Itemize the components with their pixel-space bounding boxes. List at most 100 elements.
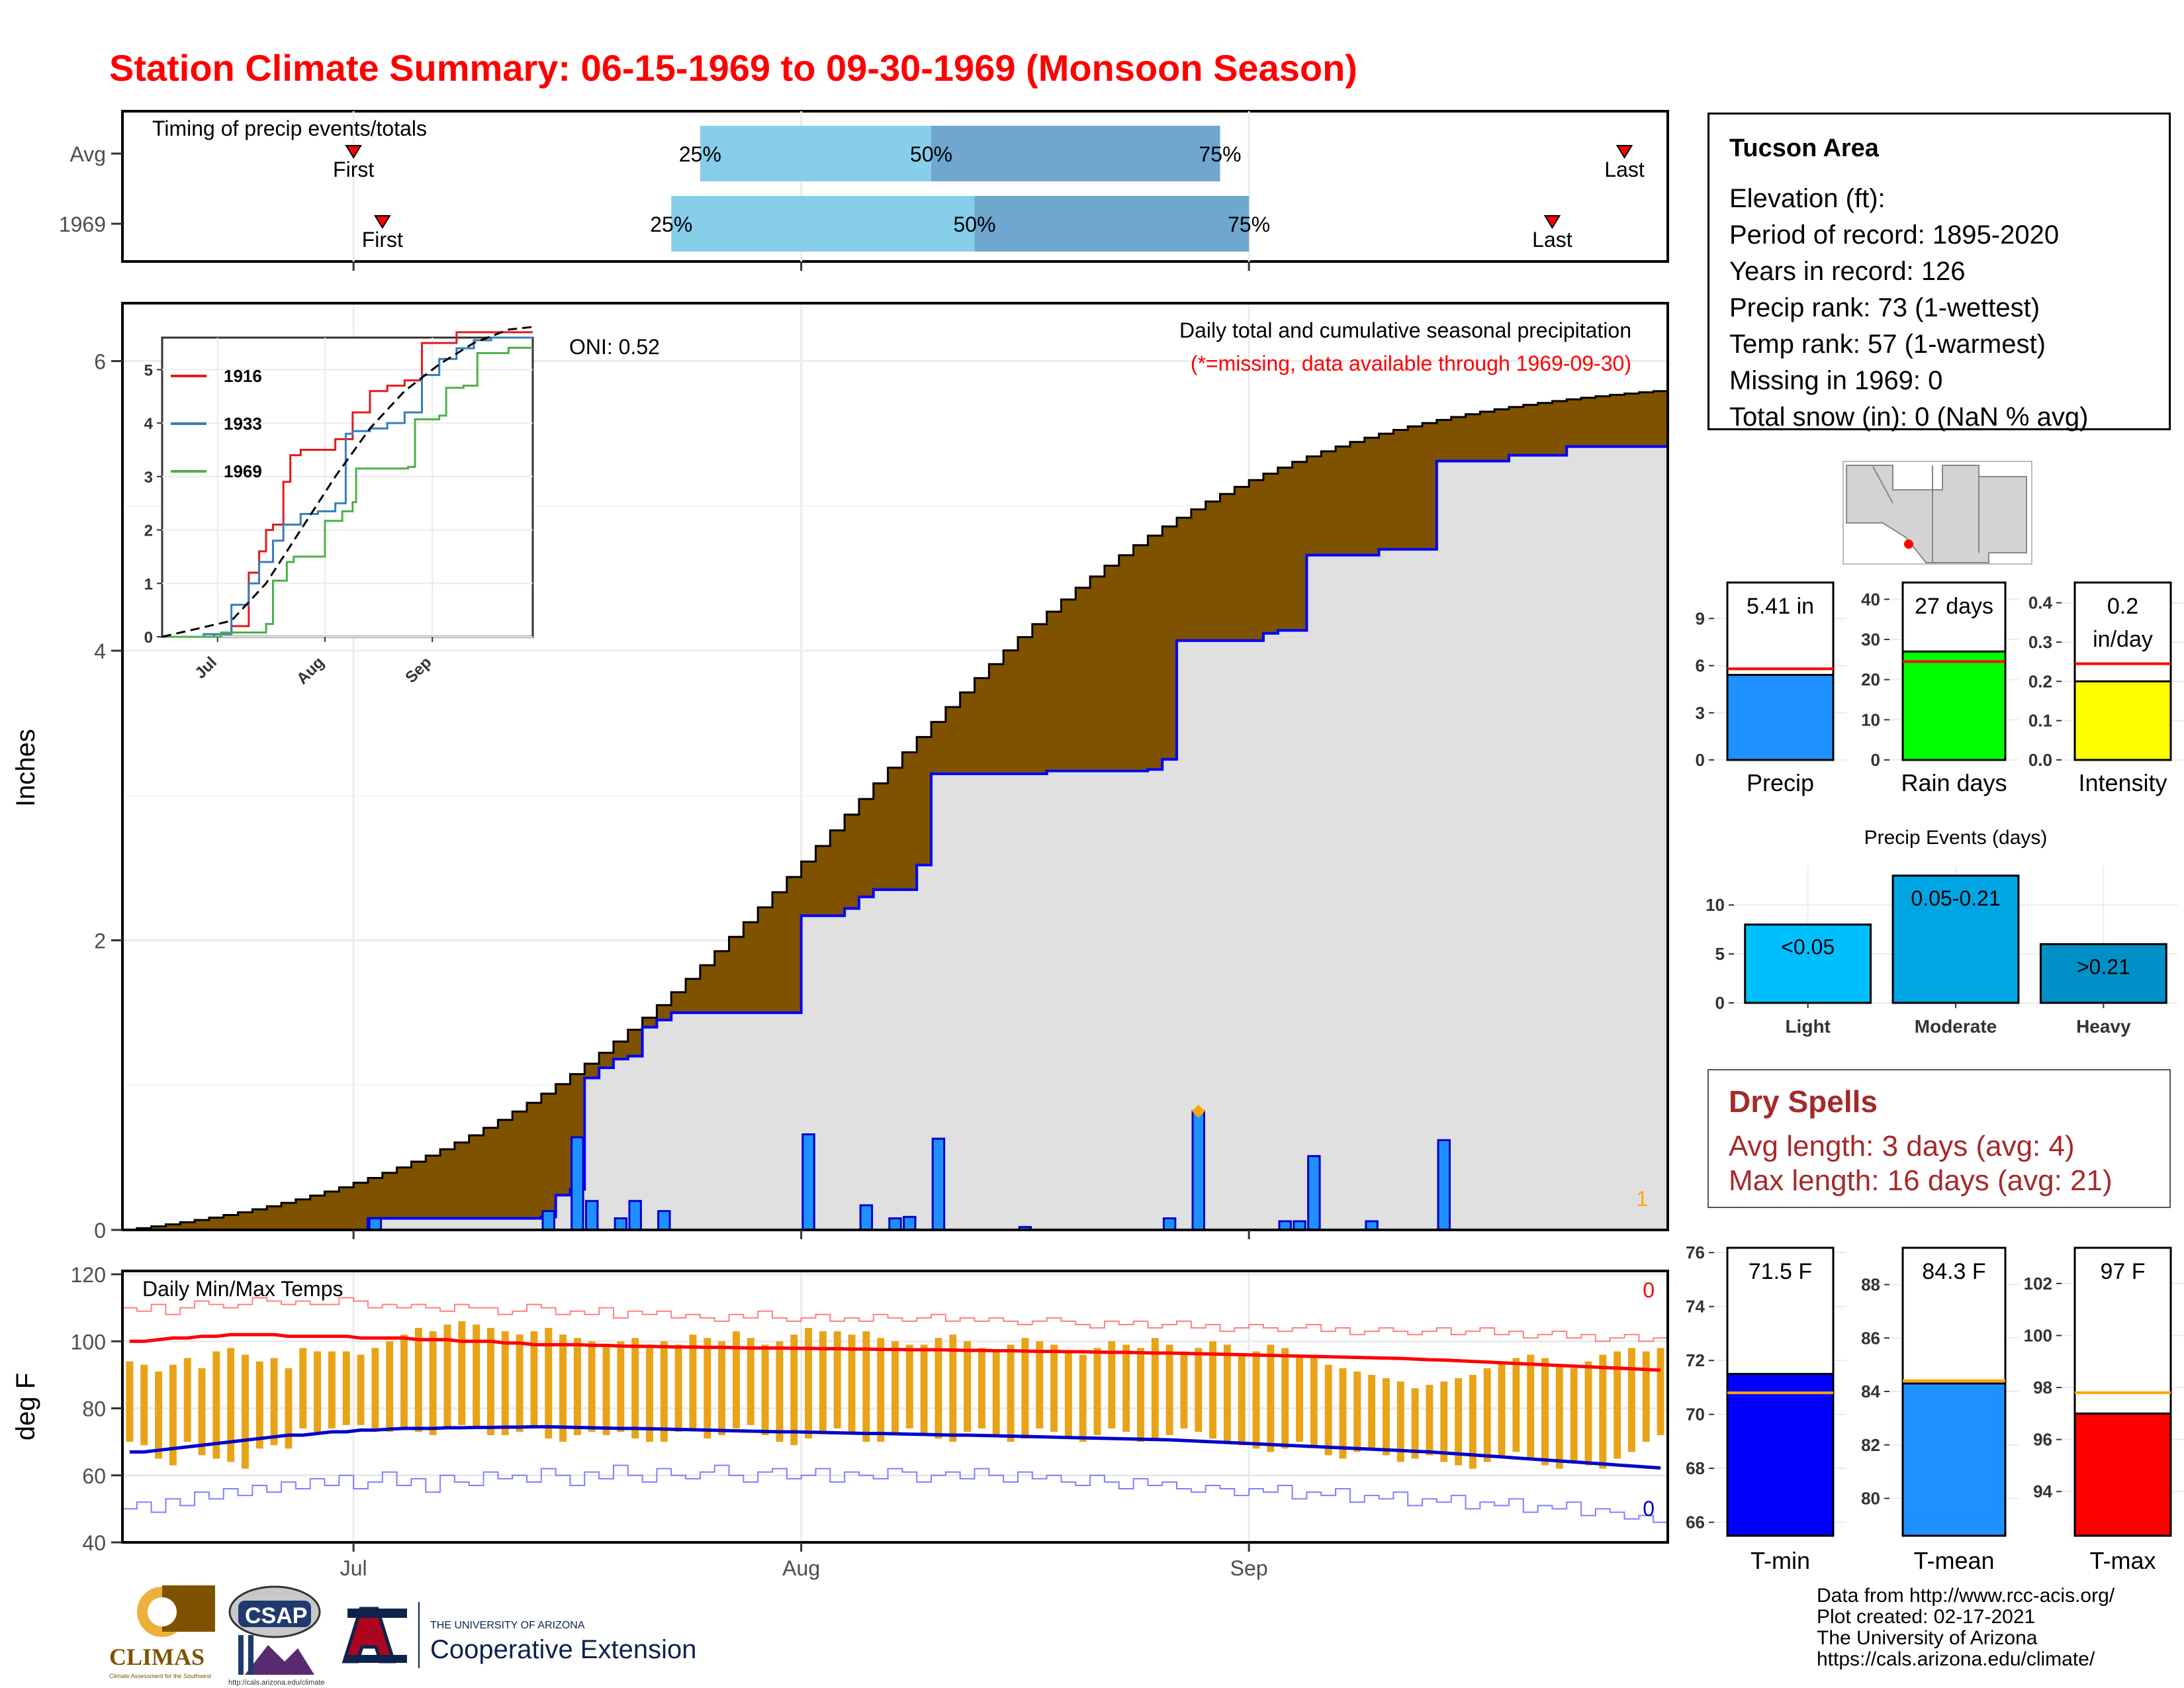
deficit-area (902, 752, 917, 890)
csap-logo: CSAP http://cals.arizona.edu/climate (228, 1585, 325, 1687)
temps-xtick-label: Jul (340, 1556, 367, 1580)
deficit-area (786, 876, 802, 1013)
deficit-area (1017, 637, 1033, 774)
deficit-area (1379, 434, 1394, 549)
precip-events-category-label: Light (1785, 1016, 1830, 1037)
deficit-area (917, 737, 932, 865)
tmin-summary-ytick-label: 70 (1686, 1405, 1705, 1425)
deficit-area (1494, 409, 1510, 461)
temp-range-bar (1180, 1351, 1188, 1429)
temp-range-bar (1498, 1361, 1506, 1456)
intensity-summary-ytick-label: 0.2 (2028, 671, 2052, 691)
ua-line1: THE UNIVERSITY OF ARIZONA (430, 1620, 585, 1631)
deficit-area (1148, 536, 1163, 770)
avg-low-line (129, 1425, 1661, 1470)
temp-range-bar (1310, 1358, 1318, 1446)
deficit-area (411, 1161, 426, 1219)
tmin-summary-ytick-label: 66 (1686, 1513, 1705, 1532)
temp-range-bar (1122, 1344, 1130, 1432)
temp-range-bar (617, 1341, 625, 1432)
tmin-summary-value-label: 71.5 F (1749, 1259, 1812, 1284)
temp-range-bar (920, 1344, 928, 1436)
precip-events-ytick-label: 0 (1715, 993, 1725, 1013)
deficit-area (1349, 442, 1365, 555)
deficit-area (454, 1142, 470, 1219)
tmean-summary-ytick-label: 88 (1861, 1275, 1880, 1295)
deficit-area (743, 922, 758, 1013)
precip-main-ytick-label: 0 (94, 1219, 106, 1243)
temp-range-bar (516, 1335, 523, 1432)
deficit-area (1610, 395, 1625, 447)
temp-range-bar (1036, 1341, 1044, 1429)
raindays-summary-ytick-label: 0 (1871, 750, 1880, 770)
raindays-summary-ytick-label: 10 (1861, 710, 1880, 729)
temp-range-bar (1267, 1344, 1275, 1452)
deficit-area (931, 722, 946, 774)
timing-first-label: First (333, 158, 374, 181)
deficit-area (1306, 456, 1322, 555)
deficit-area (1451, 416, 1466, 461)
deficit-area (960, 692, 976, 774)
temp-range-bar (299, 1348, 307, 1429)
deficit-area (1191, 509, 1206, 641)
temp-range-bar (126, 1361, 134, 1442)
precip-main-frame (121, 302, 1669, 1231)
precip-events-category-label: Heavy (2076, 1016, 2131, 1037)
deficit-area (527, 1102, 542, 1219)
inset-ytick-label: 2 (144, 522, 153, 540)
daily-precip-bar (859, 1204, 874, 1231)
tmax-summary-bar (2073, 1412, 2172, 1537)
temps-ytick-label: 60 (82, 1464, 106, 1488)
temps-xtick-label: Aug (782, 1556, 820, 1580)
deficit-area (1393, 430, 1408, 549)
temp-range-bar (848, 1335, 856, 1432)
deficit-area (483, 1127, 498, 1219)
deficit-area (584, 1063, 600, 1078)
temp-range-bar (1396, 1382, 1404, 1462)
temp-range-bar (255, 1361, 263, 1449)
info-period: Period of record: 1895-2020 (1729, 220, 2060, 250)
precip-main-ytick-label: 2 (94, 929, 106, 953)
temp-range-bar (1021, 1338, 1029, 1439)
temp-range-bar (198, 1368, 206, 1456)
intensity-summary-ytick-label: 0.1 (2028, 711, 2052, 731)
precip-events-category-label: Moderate (1915, 1016, 1997, 1037)
info-elevation: Elevation (ft): (1729, 184, 1886, 213)
temp-range-bar (414, 1328, 422, 1432)
temp-range-bar (169, 1364, 177, 1466)
deficit-area (642, 1017, 657, 1027)
deficit-area (1220, 494, 1235, 641)
temp-range-bar (934, 1338, 942, 1439)
deficit-area (989, 664, 1004, 774)
temp-range-bar (776, 1341, 784, 1442)
deficit-area (1552, 400, 1567, 455)
climas-logo-text: CLIMAS (109, 1644, 205, 1670)
temp-range-bar (1614, 1351, 1621, 1459)
tmax-summary-ytick-label: 96 (2033, 1430, 2052, 1450)
climas-logo-sub: Climate Assessment for the Southwest (109, 1673, 212, 1679)
timing-bar-25-50 (671, 196, 975, 252)
temp-range-bar (1165, 1344, 1173, 1436)
deficit-area (1508, 406, 1524, 455)
daily-precip-bar (585, 1199, 599, 1231)
deficit-area (772, 892, 788, 1013)
missing-note: (*=missing, data available through 1969-… (1191, 352, 1631, 375)
temp-range-bar (487, 1328, 494, 1436)
temp-range-bar (1411, 1388, 1419, 1459)
deficit-area (252, 1209, 267, 1230)
deficit-area (1639, 392, 1654, 447)
precip-main-ylabel: Inches (11, 729, 40, 807)
timing-last-label: Last (1532, 228, 1572, 252)
temp-range-bar (1050, 1344, 1058, 1432)
raindays-summary-value-label: 27 days (1915, 594, 1993, 619)
daily-precip-bar (570, 1136, 584, 1231)
temp-range-bar (1483, 1368, 1491, 1462)
record-low-line (122, 1464, 1668, 1523)
inset-ytick-label: 4 (144, 415, 154, 433)
deficit-area (555, 1084, 570, 1196)
deficit-area (844, 814, 860, 909)
record-low-count: 0 (1643, 1497, 1655, 1521)
temp-range-bar (1440, 1382, 1448, 1462)
timing-p25-label: 25% (650, 212, 692, 236)
